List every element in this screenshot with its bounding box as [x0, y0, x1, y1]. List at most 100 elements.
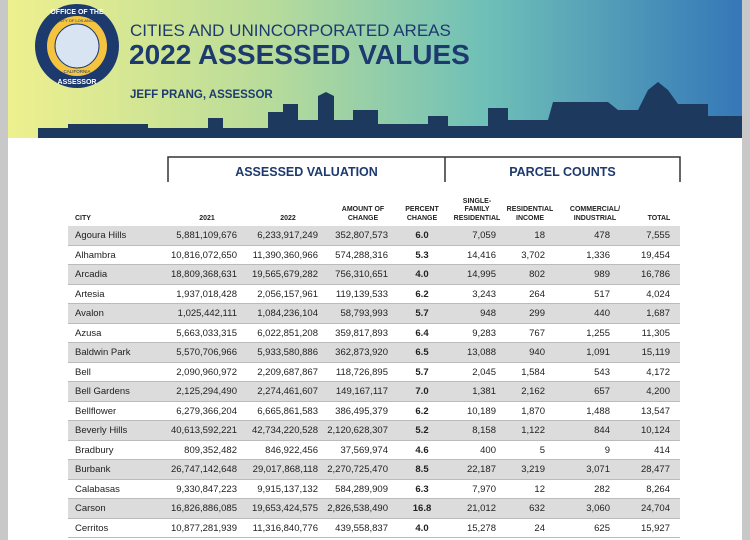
table-row — [68, 499, 680, 519]
column-header: RESIDENTIAL — [506, 206, 554, 213]
column-header: RESIDENTIAL — [453, 214, 501, 222]
table-row — [68, 518, 680, 538]
table-cell: 1,870 — [521, 405, 545, 417]
table-cell: 6.0 — [415, 230, 429, 241]
table-row — [68, 460, 680, 480]
table-cell: 7,970 — [472, 483, 496, 495]
table-cell: 6.2 — [415, 288, 429, 300]
table-cell: 844 — [594, 425, 610, 436]
table-cell: 6,233,917,249 — [257, 230, 318, 241]
table-cell: 14,416 — [466, 249, 496, 261]
table-cell: Agoura Hills — [75, 230, 127, 241]
seal-core — [54, 23, 100, 69]
page: OFFICE OF THE COUNTY OF LOS ANGELES CALI… — [8, 0, 742, 540]
table-cell: 386,495,379 — [335, 405, 388, 417]
table-cell: 439,558,837 — [335, 522, 388, 534]
table-cell: 10,189 — [466, 405, 496, 417]
table-cell: 1,336 — [586, 249, 610, 261]
table-cell: 440 — [594, 308, 610, 319]
table-cell: Calabasas — [75, 483, 120, 495]
seal-text: COUNTY OF LOS ANGELES — [51, 18, 104, 23]
table-cell: 8.5 — [415, 464, 429, 475]
table-row — [68, 304, 680, 324]
table-cell: 6.3 — [415, 483, 429, 495]
table-cell: 2,090,960,972 — [176, 366, 237, 378]
table-cell: 2,270,725,470 — [327, 464, 388, 475]
column-header: INCOME — [516, 214, 544, 222]
table-cell: 5.3 — [415, 249, 429, 261]
table-cell: 16.8 — [412, 503, 432, 514]
table-cell: 5,933,580,886 — [257, 347, 318, 358]
table-cell: 9 — [604, 444, 610, 456]
table-cell: 16,826,886,085 — [170, 503, 237, 514]
group-frame — [167, 156, 681, 182]
column-header: 2021 — [199, 214, 215, 222]
table-cell: Burbank — [75, 464, 111, 475]
table-cell: Beverly Hills — [75, 425, 128, 436]
table-cell: 352,807,573 — [335, 230, 388, 241]
table-row — [68, 440, 680, 460]
table-cell: 5 — [539, 444, 545, 456]
table-cell: 1,122 — [521, 425, 545, 436]
table-cell: 149,167,117 — [335, 386, 388, 397]
table-cell: 6,279,366,204 — [176, 405, 237, 417]
table-cell: 15,278 — [466, 522, 496, 534]
table-cell: 299 — [529, 308, 545, 319]
table-cell: 26,747,142,648 — [170, 464, 237, 475]
table-cell: 10,124 — [640, 425, 670, 436]
table-cell: 15,927 — [640, 522, 670, 534]
table-cell: 1,255 — [586, 327, 610, 339]
table-cell: 3,219 — [521, 464, 545, 475]
table-cell: 2,162 — [521, 386, 545, 397]
table-cell: 8,264 — [646, 483, 670, 495]
table-cell: 4.6 — [415, 444, 429, 456]
table-cell: 362,873,920 — [335, 347, 388, 358]
group-border — [167, 156, 681, 182]
table-cell: Artesia — [75, 288, 105, 300]
table-cell: 948 — [480, 308, 496, 319]
table-cell: 10,877,281,939 — [170, 522, 237, 534]
table-cell: 400 — [480, 444, 496, 456]
table-cell: 24 — [534, 522, 545, 534]
table-cell: 4.0 — [415, 269, 429, 280]
table-cell: Azusa — [75, 327, 102, 339]
table-cell: Baldwin Park — [75, 347, 131, 358]
table-cell: 22,187 — [466, 464, 496, 475]
table-row — [68, 245, 680, 265]
table-cell: 5,881,109,676 — [176, 230, 237, 241]
table-cell: 19,454 — [640, 249, 670, 261]
table-cell: 1,488 — [586, 405, 610, 417]
table-cell: 24,704 — [640, 503, 670, 514]
table-cell: 6.4 — [415, 327, 429, 339]
table-cell: 2,045 — [472, 366, 496, 378]
table-cell: 19,565,679,282 — [251, 269, 318, 280]
table-row — [68, 226, 680, 246]
table-cell: 6,665,861,583 — [257, 405, 318, 417]
column-header: FAMILY — [464, 206, 490, 213]
table-cell: 625 — [594, 522, 610, 534]
table-cell: 809,352,482 — [184, 444, 237, 456]
table-cell: 517 — [594, 288, 610, 300]
table-cell: 1,687 — [646, 308, 670, 319]
table-cell: 118,726,895 — [335, 366, 388, 378]
table-cell: 584,289,909 — [335, 483, 388, 495]
table-cell: 4.0 — [415, 522, 429, 534]
table-cell: 16,786 — [640, 269, 670, 280]
table-cell: 1,084,236,104 — [257, 308, 318, 319]
table-cell: Alhambra — [75, 249, 116, 261]
table-row — [68, 401, 680, 421]
table-cell: 40,613,592,221 — [170, 425, 237, 436]
column-header: INDUSTRIAL — [573, 214, 617, 222]
table-cell: 15,119 — [641, 347, 670, 358]
table-cell: 3,071 — [586, 464, 610, 475]
table-cell: 21,012 — [466, 503, 496, 514]
column-header: TOTAL — [647, 214, 671, 222]
table-cell: 767 — [529, 327, 545, 339]
table-cell: 7,555 — [646, 230, 670, 241]
table-cell: 1,381 — [472, 386, 496, 397]
table-cell: 756,310,651 — [335, 269, 388, 280]
table-cell: 2,274,461,607 — [257, 386, 318, 397]
table-cell: 632 — [529, 503, 545, 514]
table-cell: 13,547 — [640, 405, 670, 417]
title: 2022 ASSESSED VALUES — [129, 39, 470, 70]
